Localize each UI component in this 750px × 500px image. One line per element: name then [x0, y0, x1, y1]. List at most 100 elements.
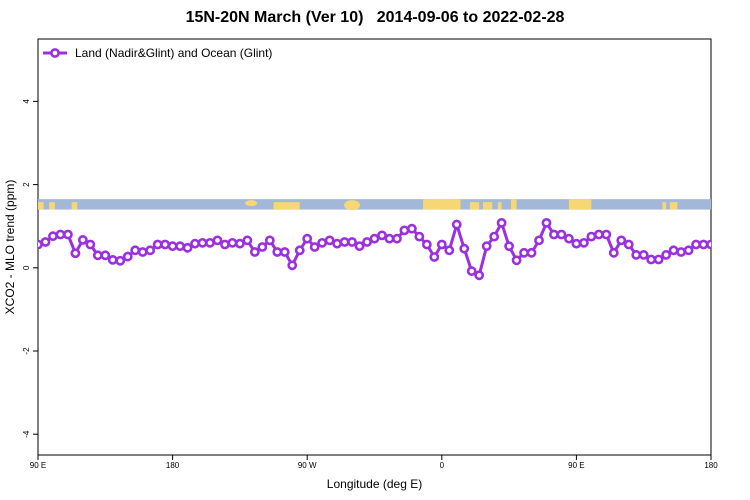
- data-point: [616, 235, 627, 246]
- data-point: [653, 254, 664, 265]
- data-point: [287, 260, 298, 271]
- data-point: [264, 235, 275, 246]
- data-point: [384, 233, 395, 244]
- data-point: [107, 254, 118, 265]
- data-point: [249, 247, 260, 257]
- data-point: [212, 235, 223, 246]
- data-point: [481, 241, 492, 252]
- data-point: [347, 237, 357, 247]
- data-point: [55, 229, 66, 240]
- land-patch: [38, 202, 44, 210]
- data-point: [85, 239, 96, 250]
- data-point: [541, 217, 552, 228]
- x-tick-label: 180: [166, 461, 180, 470]
- data-point: [421, 239, 432, 250]
- data-point: [48, 231, 58, 242]
- data-point: [279, 247, 290, 257]
- data-point: [698, 239, 709, 250]
- data-point: [504, 241, 514, 252]
- data-point: [586, 231, 597, 242]
- y-tick-label: 4: [22, 99, 31, 104]
- data-point: [661, 250, 672, 260]
- series-layer: [38, 217, 711, 281]
- data-point: [175, 241, 185, 252]
- data-point: [534, 235, 544, 246]
- data-point: [167, 241, 178, 252]
- land-patch-mexico: [245, 200, 258, 207]
- data-point: [332, 238, 343, 249]
- data-point: [638, 250, 649, 260]
- land-patch: [662, 202, 667, 210]
- data-point: [444, 245, 455, 256]
- data-point: [115, 255, 126, 266]
- data-point: [489, 231, 500, 242]
- data-point: [601, 229, 612, 240]
- x-tick-label: 90 E: [568, 461, 584, 470]
- data-point: [571, 238, 582, 249]
- x-tick-label: 90 W: [298, 461, 317, 470]
- data-point: [526, 247, 537, 258]
- data-point: [496, 217, 507, 228]
- data-point: [324, 235, 335, 246]
- data-point: [399, 225, 410, 236]
- data-point: [302, 233, 313, 244]
- land-patch-caribbean: [344, 200, 361, 211]
- data-point: [466, 266, 477, 277]
- land-patch: [273, 202, 300, 210]
- land-block-arabia: [510, 199, 517, 210]
- land-block-africa: [423, 199, 461, 210]
- x-axis: 90 E 180 90 W 0 90 E 180: [30, 455, 718, 470]
- data-point: [646, 254, 657, 265]
- data-point: [593, 229, 604, 240]
- data-point: [77, 235, 88, 245]
- data-point: [683, 245, 694, 256]
- y-tick-label: 2: [22, 182, 31, 187]
- data-point: [38, 239, 43, 250]
- data-point: [414, 231, 425, 242]
- x-axis-title: Longitude (deg E): [327, 477, 422, 491]
- data-point: [205, 237, 215, 248]
- data-point: [339, 237, 350, 247]
- data-point: [631, 250, 642, 260]
- data-point: [429, 252, 440, 262]
- data-point: [354, 241, 365, 252]
- data-point: [92, 250, 103, 261]
- data-point: [511, 255, 522, 266]
- y-axis: -4 -2 0 2 4: [22, 99, 38, 438]
- data-point: [578, 237, 589, 248]
- data-point: [406, 223, 417, 234]
- data-point: [392, 233, 402, 244]
- y-axis-title: XCO2 - MLO trend (ppm): [3, 180, 17, 315]
- y-tick-label: -2: [22, 347, 31, 355]
- data-point: [608, 247, 619, 258]
- data-point: [242, 235, 253, 246]
- data-point: [234, 238, 245, 249]
- land-patch: [71, 202, 78, 210]
- map-strip: [38, 199, 711, 211]
- data-point: [40, 237, 51, 247]
- data-point: [556, 229, 567, 240]
- land-patch: [669, 202, 678, 210]
- land-patch: [49, 202, 55, 210]
- y-tick-label: -4: [22, 430, 31, 438]
- data-point: [474, 270, 485, 281]
- data-point: [227, 237, 238, 248]
- legend-marker: [50, 48, 60, 58]
- data-point: [436, 239, 447, 250]
- data-point: [691, 239, 701, 250]
- data-point: [564, 233, 574, 244]
- data-point: [369, 233, 380, 244]
- data-point: [182, 242, 193, 253]
- data-point: [459, 243, 470, 254]
- data-point: [122, 251, 133, 262]
- data-point: [220, 239, 230, 250]
- chart-title: 15N-20N March (Ver 10) 2014-09-06 to 202…: [185, 9, 565, 26]
- data-point: [137, 247, 148, 257]
- data-point: [63, 229, 73, 240]
- legend-label: Land (Nadir&Glint) and Ocean (Glint): [75, 46, 272, 60]
- legend: Land (Nadir&Glint) and Ocean (Glint): [43, 46, 272, 60]
- data-point: [676, 247, 686, 257]
- land-patch: [482, 202, 493, 210]
- data-point: [130, 245, 141, 256]
- data-point: [317, 237, 328, 248]
